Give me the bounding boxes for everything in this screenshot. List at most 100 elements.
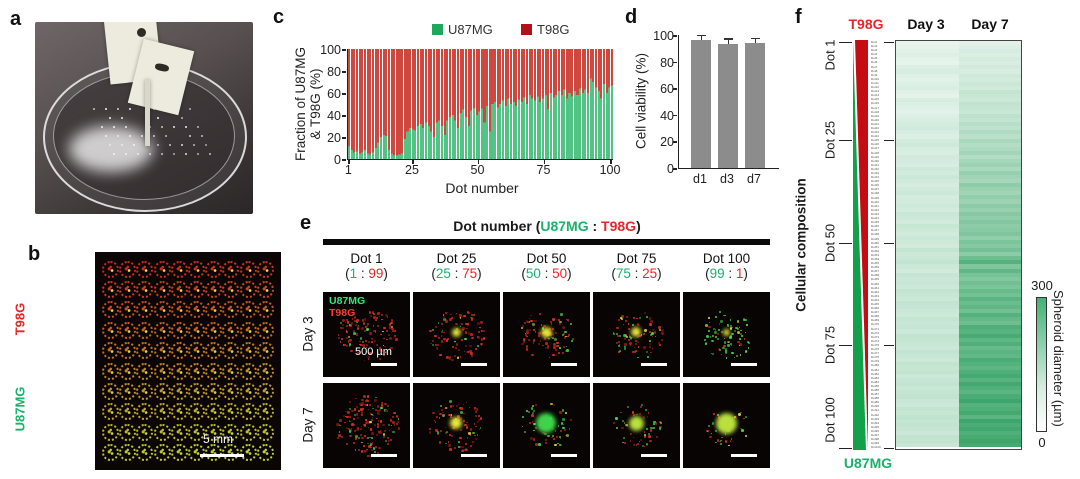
f-row-label: Dot87 bbox=[871, 392, 880, 397]
heatmap-cell-day3 bbox=[896, 353, 959, 358]
speck bbox=[623, 337, 627, 340]
f-row-label: Dot54 bbox=[871, 256, 880, 261]
speck bbox=[637, 442, 640, 445]
speck bbox=[377, 427, 379, 429]
heatmap-cell-day3 bbox=[896, 325, 959, 330]
d-error-cap bbox=[723, 38, 733, 40]
speck bbox=[454, 354, 456, 357]
speck bbox=[623, 441, 627, 445]
array-dot bbox=[119, 260, 137, 278]
array-dot bbox=[136, 260, 154, 278]
stacked-bar bbox=[353, 49, 356, 159]
speck bbox=[375, 396, 378, 399]
speck bbox=[351, 318, 354, 321]
speck bbox=[384, 429, 386, 432]
speck bbox=[348, 340, 351, 343]
speck bbox=[470, 316, 472, 319]
heatmap-cell-day7 bbox=[958, 199, 1021, 204]
f-row-label: Dot9 bbox=[871, 72, 878, 77]
speck bbox=[435, 429, 438, 432]
speck bbox=[350, 349, 353, 353]
speck bbox=[746, 340, 750, 344]
speck bbox=[349, 421, 351, 423]
speck bbox=[371, 448, 373, 451]
speck bbox=[720, 320, 724, 323]
speck bbox=[444, 407, 446, 410]
stacked-bar bbox=[427, 49, 430, 159]
f-row-label: Dot46 bbox=[871, 224, 880, 229]
speck bbox=[736, 327, 740, 331]
speck bbox=[429, 330, 432, 333]
speck bbox=[366, 395, 369, 398]
speck bbox=[478, 336, 481, 339]
speck bbox=[386, 410, 388, 412]
speck bbox=[397, 427, 401, 430]
speck bbox=[551, 332, 554, 335]
f-col-header-day3: Day 3 bbox=[907, 16, 945, 32]
speck bbox=[448, 413, 451, 417]
array-dot bbox=[153, 444, 171, 462]
array-dot bbox=[170, 260, 188, 278]
speck bbox=[366, 436, 370, 440]
f-row-label: Dot70 bbox=[871, 322, 880, 327]
c-ytick-label: 80 bbox=[327, 65, 341, 79]
speck bbox=[739, 354, 742, 356]
heatmap-cell-day7 bbox=[958, 284, 1021, 289]
heatmap-cell-day3 bbox=[896, 114, 959, 119]
speck bbox=[376, 433, 379, 436]
array-dot bbox=[205, 281, 223, 299]
speck bbox=[369, 404, 372, 407]
stacked-bar bbox=[425, 49, 428, 159]
array-dot bbox=[239, 403, 257, 421]
stacked-bar bbox=[510, 49, 513, 159]
speck bbox=[343, 421, 346, 424]
heatmap-row bbox=[896, 390, 1021, 395]
f-side-label: Dot 1 bbox=[822, 39, 838, 71]
array-dot bbox=[119, 383, 137, 401]
e-scale-bar bbox=[371, 454, 397, 457]
array-dot bbox=[119, 403, 137, 421]
heatmap-row bbox=[896, 321, 1021, 326]
heatmap-cell-day7 bbox=[958, 110, 1021, 115]
speck bbox=[530, 319, 534, 323]
f-tick-right bbox=[884, 345, 894, 347]
speck bbox=[553, 438, 556, 441]
speck bbox=[348, 345, 351, 348]
array-dot bbox=[188, 403, 206, 421]
speck bbox=[471, 443, 474, 446]
speck bbox=[377, 412, 380, 415]
speck bbox=[363, 359, 366, 362]
heatmap-cell-day7 bbox=[958, 93, 1021, 98]
heatmap-row bbox=[896, 236, 1021, 241]
speck bbox=[388, 323, 392, 326]
array-dot bbox=[205, 444, 223, 462]
array-dot bbox=[256, 281, 274, 299]
speck bbox=[465, 401, 468, 404]
speck bbox=[525, 333, 527, 335]
d-ytick-mark bbox=[673, 35, 677, 37]
array-dot bbox=[256, 444, 274, 462]
speck bbox=[477, 344, 480, 347]
stacked-bar bbox=[494, 49, 497, 159]
speck bbox=[361, 436, 364, 440]
speck bbox=[534, 403, 537, 406]
speck bbox=[476, 434, 479, 436]
heatmap-row bbox=[896, 248, 1021, 253]
speck bbox=[469, 428, 473, 431]
speck bbox=[709, 321, 711, 323]
speck bbox=[534, 426, 538, 430]
speck bbox=[526, 329, 529, 332]
heatmap-cell-day7 bbox=[958, 219, 1021, 224]
speck bbox=[465, 331, 467, 333]
speck bbox=[638, 440, 640, 442]
array-dot bbox=[222, 423, 240, 441]
speck bbox=[437, 322, 439, 324]
speck bbox=[458, 415, 460, 418]
speck bbox=[738, 345, 741, 347]
speck bbox=[432, 339, 435, 342]
speck bbox=[727, 323, 729, 326]
speck bbox=[480, 321, 483, 324]
speck bbox=[342, 327, 345, 330]
speck bbox=[341, 324, 345, 327]
heatmap-cell-day7 bbox=[958, 240, 1021, 245]
